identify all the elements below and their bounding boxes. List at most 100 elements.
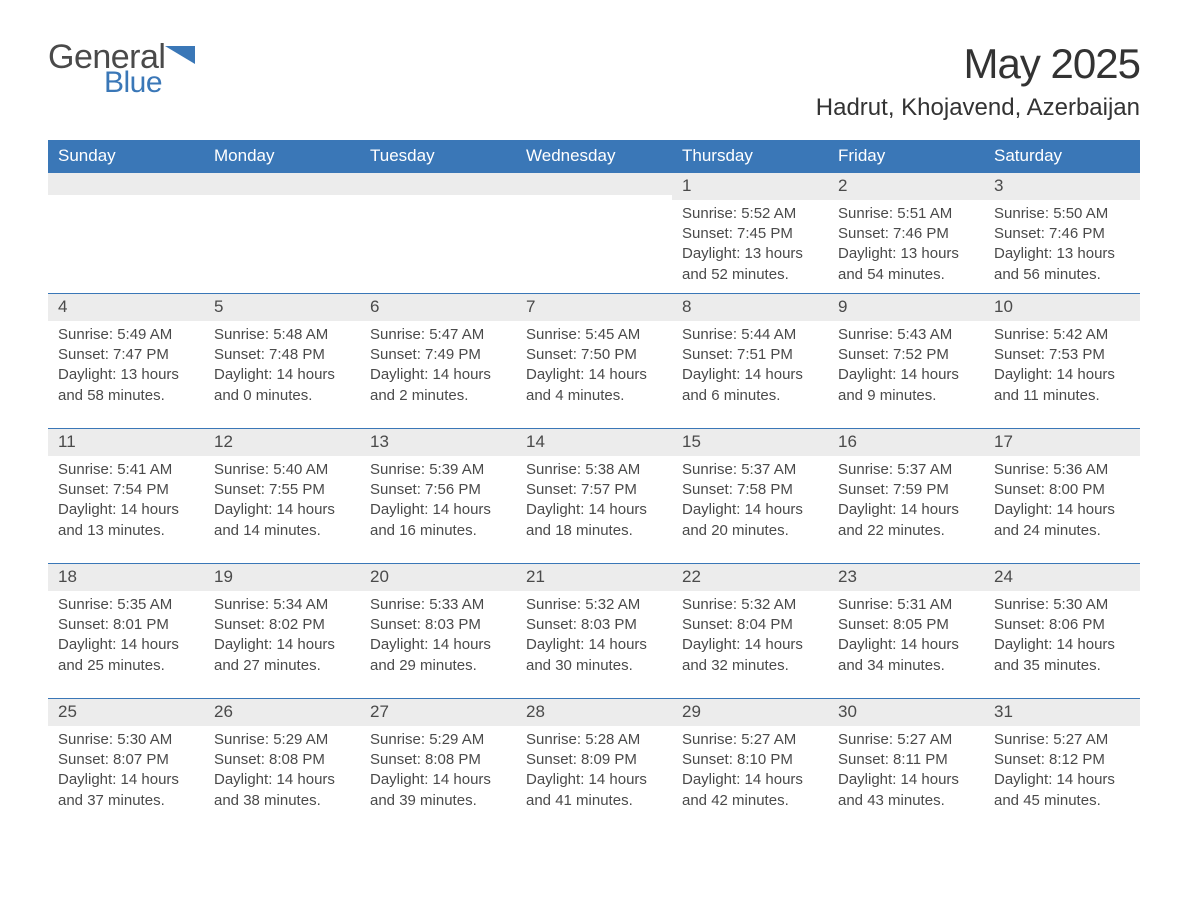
day-daylight1: Daylight: 14 hours	[58, 500, 196, 520]
day-cell: 10 Sunrise: 5:42 AMSunset: 7:53 PMDayligh…	[984, 294, 1140, 428]
day-cell: 5 Sunrise: 5:48 AMSunset: 7:48 PMDaylight…	[204, 294, 360, 428]
day-number	[360, 173, 516, 195]
day-daylight1: Daylight: 14 hours	[526, 365, 664, 385]
day-daylight1: Daylight: 14 hours	[682, 770, 820, 790]
day-daylight2: and 9 minutes.	[838, 386, 976, 406]
day-cell: 20 Sunrise: 5:33 AMSunset: 8:03 PMDayligh…	[360, 564, 516, 698]
day-daylight2: and 18 minutes.	[526, 521, 664, 541]
day-sunrise: Sunrise: 5:51 AM	[838, 204, 976, 224]
day-sunrise: Sunrise: 5:33 AM	[370, 595, 508, 615]
day-daylight2: and 30 minutes.	[526, 656, 664, 676]
day-body: Sunrise: 5:48 AMSunset: 7:48 PMDaylight:…	[204, 325, 360, 406]
day-body: Sunrise: 5:29 AMSunset: 8:08 PMDaylight:…	[360, 730, 516, 811]
day-sunrise: Sunrise: 5:34 AM	[214, 595, 352, 615]
weekday-header: Friday	[828, 140, 984, 172]
day-daylight2: and 22 minutes.	[838, 521, 976, 541]
day-cell: 12Sunrise: 5:40 AMSunset: 7:55 PMDayligh…	[204, 429, 360, 563]
day-daylight1: Daylight: 14 hours	[682, 365, 820, 385]
day-daylight1: Daylight: 14 hours	[838, 365, 976, 385]
day-sunrise: Sunrise: 5:49 AM	[58, 325, 196, 345]
day-body: Sunrise: 5:29 AMSunset: 8:08 PMDaylight:…	[204, 730, 360, 811]
day-sunset: Sunset: 8:10 PM	[682, 750, 820, 770]
weekday-header: Sunday	[48, 140, 204, 172]
day-number	[516, 173, 672, 195]
day-daylight2: and 16 minutes.	[370, 521, 508, 541]
day-daylight2: and 25 minutes.	[58, 656, 196, 676]
day-sunset: Sunset: 7:54 PM	[58, 480, 196, 500]
day-daylight1: Daylight: 14 hours	[682, 635, 820, 655]
day-cell: 18Sunrise: 5:35 AMSunset: 8:01 PMDayligh…	[48, 564, 204, 698]
day-daylight1: Daylight: 13 hours	[838, 244, 976, 264]
day-sunrise: Sunrise: 5:27 AM	[682, 730, 820, 750]
day-body: Sunrise: 5:31 AMSunset: 8:05 PMDaylight:…	[828, 595, 984, 676]
day-number: 10	[984, 294, 1140, 321]
day-cell: 14Sunrise: 5:38 AMSunset: 7:57 PMDayligh…	[516, 429, 672, 563]
day-sunset: Sunset: 8:09 PM	[526, 750, 664, 770]
weekday-header: Tuesday	[360, 140, 516, 172]
day-daylight2: and 41 minutes.	[526, 791, 664, 811]
weekday-header: Saturday	[984, 140, 1140, 172]
day-sunset: Sunset: 7:51 PM	[682, 345, 820, 365]
day-number: 5	[204, 294, 360, 321]
day-sunrise: Sunrise: 5:30 AM	[994, 595, 1132, 615]
day-sunrise: Sunrise: 5:30 AM	[58, 730, 196, 750]
day-daylight1: Daylight: 14 hours	[682, 500, 820, 520]
day-sunset: Sunset: 8:01 PM	[58, 615, 196, 635]
day-body: Sunrise: 5:41 AMSunset: 7:54 PMDaylight:…	[48, 460, 204, 541]
day-daylight2: and 39 minutes.	[370, 791, 508, 811]
day-sunrise: Sunrise: 5:50 AM	[994, 204, 1132, 224]
day-number: 28	[516, 699, 672, 726]
day-body: Sunrise: 5:44 AMSunset: 7:51 PMDaylight:…	[672, 325, 828, 406]
day-daylight2: and 32 minutes.	[682, 656, 820, 676]
day-sunset: Sunset: 7:56 PM	[370, 480, 508, 500]
day-daylight2: and 45 minutes.	[994, 791, 1132, 811]
day-daylight2: and 35 minutes.	[994, 656, 1132, 676]
week-row: 11 Sunrise: 5:41 AMSunset: 7:54 PMDayligh…	[48, 428, 1140, 563]
day-daylight2: and 6 minutes.	[682, 386, 820, 406]
day-daylight2: and 52 minutes.	[682, 265, 820, 285]
day-daylight1: Daylight: 14 hours	[370, 635, 508, 655]
day-daylight2: and 58 minutes.	[58, 386, 196, 406]
day-cell	[48, 173, 204, 293]
day-daylight2: and 14 minutes.	[214, 521, 352, 541]
title-block: May 2025 Hadrut, Khojavend, Azerbaijan	[816, 40, 1140, 122]
day-daylight1: Daylight: 14 hours	[526, 635, 664, 655]
day-sunset: Sunset: 7:45 PM	[682, 224, 820, 244]
day-body: Sunrise: 5:33 AMSunset: 8:03 PMDaylight:…	[360, 595, 516, 676]
day-number: 11	[48, 429, 204, 456]
day-daylight2: and 56 minutes.	[994, 265, 1132, 285]
day-daylight2: and 43 minutes.	[838, 791, 976, 811]
weekday-header: Thursday	[672, 140, 828, 172]
day-number: 20	[360, 564, 516, 591]
day-sunset: Sunset: 8:12 PM	[994, 750, 1132, 770]
day-body: Sunrise: 5:49 AMSunset: 7:47 PMDaylight:…	[48, 325, 204, 406]
day-sunrise: Sunrise: 5:52 AM	[682, 204, 820, 224]
day-daylight2: and 42 minutes.	[682, 791, 820, 811]
day-body: Sunrise: 5:32 AMSunset: 8:03 PMDaylight:…	[516, 595, 672, 676]
logo: General Blue	[48, 40, 195, 98]
day-cell: 4Sunrise: 5:49 AMSunset: 7:47 PMDaylight…	[48, 294, 204, 428]
day-number: 19	[204, 564, 360, 591]
day-body: Sunrise: 5:30 AMSunset: 8:07 PMDaylight:…	[48, 730, 204, 811]
day-daylight2: and 38 minutes.	[214, 791, 352, 811]
day-daylight1: Daylight: 13 hours	[58, 365, 196, 385]
day-body: Sunrise: 5:30 AMSunset: 8:06 PMDaylight:…	[984, 595, 1140, 676]
day-cell: 2Sunrise: 5:51 AMSunset: 7:46 PMDaylight…	[828, 173, 984, 293]
day-sunrise: Sunrise: 5:44 AM	[682, 325, 820, 345]
day-sunset: Sunset: 7:55 PM	[214, 480, 352, 500]
day-daylight2: and 2 minutes.	[370, 386, 508, 406]
day-daylight1: Daylight: 14 hours	[58, 635, 196, 655]
day-sunset: Sunset: 8:06 PM	[994, 615, 1132, 635]
day-number: 30	[828, 699, 984, 726]
day-cell: 22Sunrise: 5:32 AMSunset: 8:04 PMDayligh…	[672, 564, 828, 698]
day-sunset: Sunset: 7:50 PM	[526, 345, 664, 365]
day-body: Sunrise: 5:37 AMSunset: 7:59 PMDaylight:…	[828, 460, 984, 541]
day-sunset: Sunset: 7:48 PM	[214, 345, 352, 365]
day-daylight1: Daylight: 14 hours	[214, 635, 352, 655]
week-row: 4Sunrise: 5:49 AMSunset: 7:47 PMDaylight…	[48, 293, 1140, 428]
day-daylight2: and 24 minutes.	[994, 521, 1132, 541]
day-sunrise: Sunrise: 5:28 AM	[526, 730, 664, 750]
day-sunset: Sunset: 7:46 PM	[994, 224, 1132, 244]
day-body: Sunrise: 5:42 AMSunset: 7:53 PMDaylight:…	[984, 325, 1140, 406]
day-number: 26	[204, 699, 360, 726]
